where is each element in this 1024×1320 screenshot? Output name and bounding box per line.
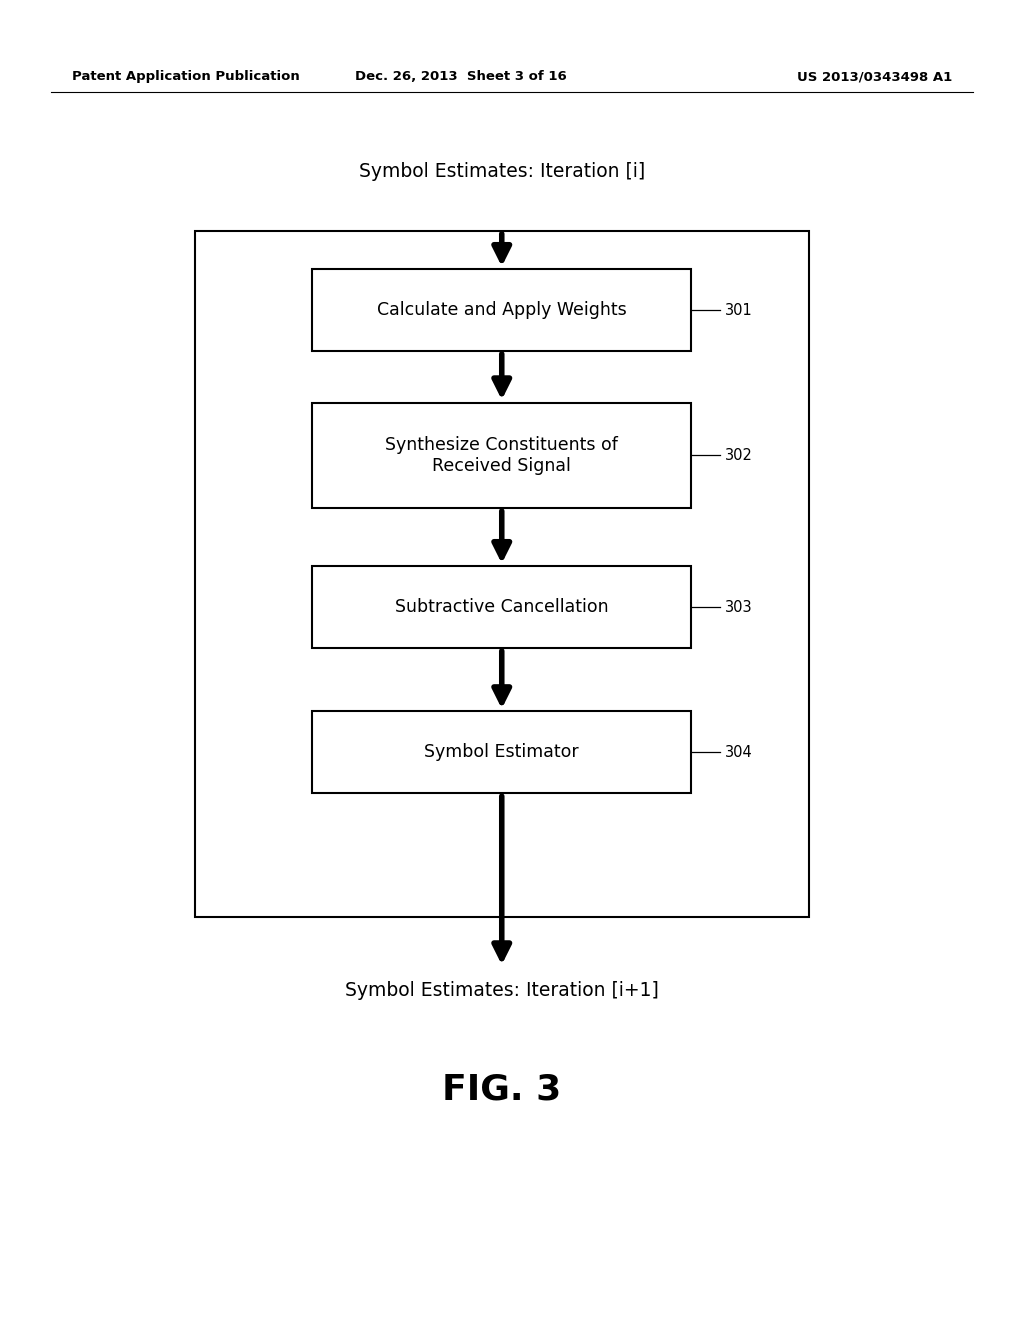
Text: US 2013/0343498 A1: US 2013/0343498 A1 [797, 70, 952, 83]
Text: Calculate and Apply Weights: Calculate and Apply Weights [377, 301, 627, 319]
Text: 304: 304 [725, 744, 753, 760]
Text: Synthesize Constituents of
Received Signal: Synthesize Constituents of Received Sign… [385, 436, 618, 475]
Text: Subtractive Cancellation: Subtractive Cancellation [395, 598, 608, 616]
Text: Dec. 26, 2013  Sheet 3 of 16: Dec. 26, 2013 Sheet 3 of 16 [355, 70, 566, 83]
Text: FIG. 3: FIG. 3 [442, 1072, 561, 1106]
Bar [195, 231, 809, 917]
Text: Symbol Estimator: Symbol Estimator [424, 743, 580, 762]
Text: 303: 303 [725, 599, 753, 615]
Bar [312, 711, 691, 793]
Text: Patent Application Publication: Patent Application Publication [72, 70, 299, 83]
Text: 301: 301 [725, 302, 753, 318]
Text: Symbol Estimates: Iteration [i]: Symbol Estimates: Iteration [i] [358, 162, 645, 181]
Text: 302: 302 [725, 447, 753, 463]
Bar [312, 566, 691, 648]
Text: Symbol Estimates: Iteration [i+1]: Symbol Estimates: Iteration [i+1] [345, 981, 658, 999]
Bar [312, 403, 691, 508]
Bar [312, 269, 691, 351]
